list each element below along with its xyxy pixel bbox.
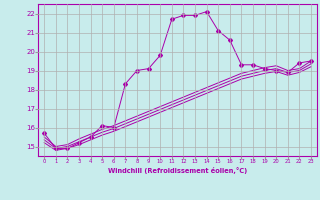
X-axis label: Windchill (Refroidissement éolien,°C): Windchill (Refroidissement éolien,°C) (108, 167, 247, 174)
